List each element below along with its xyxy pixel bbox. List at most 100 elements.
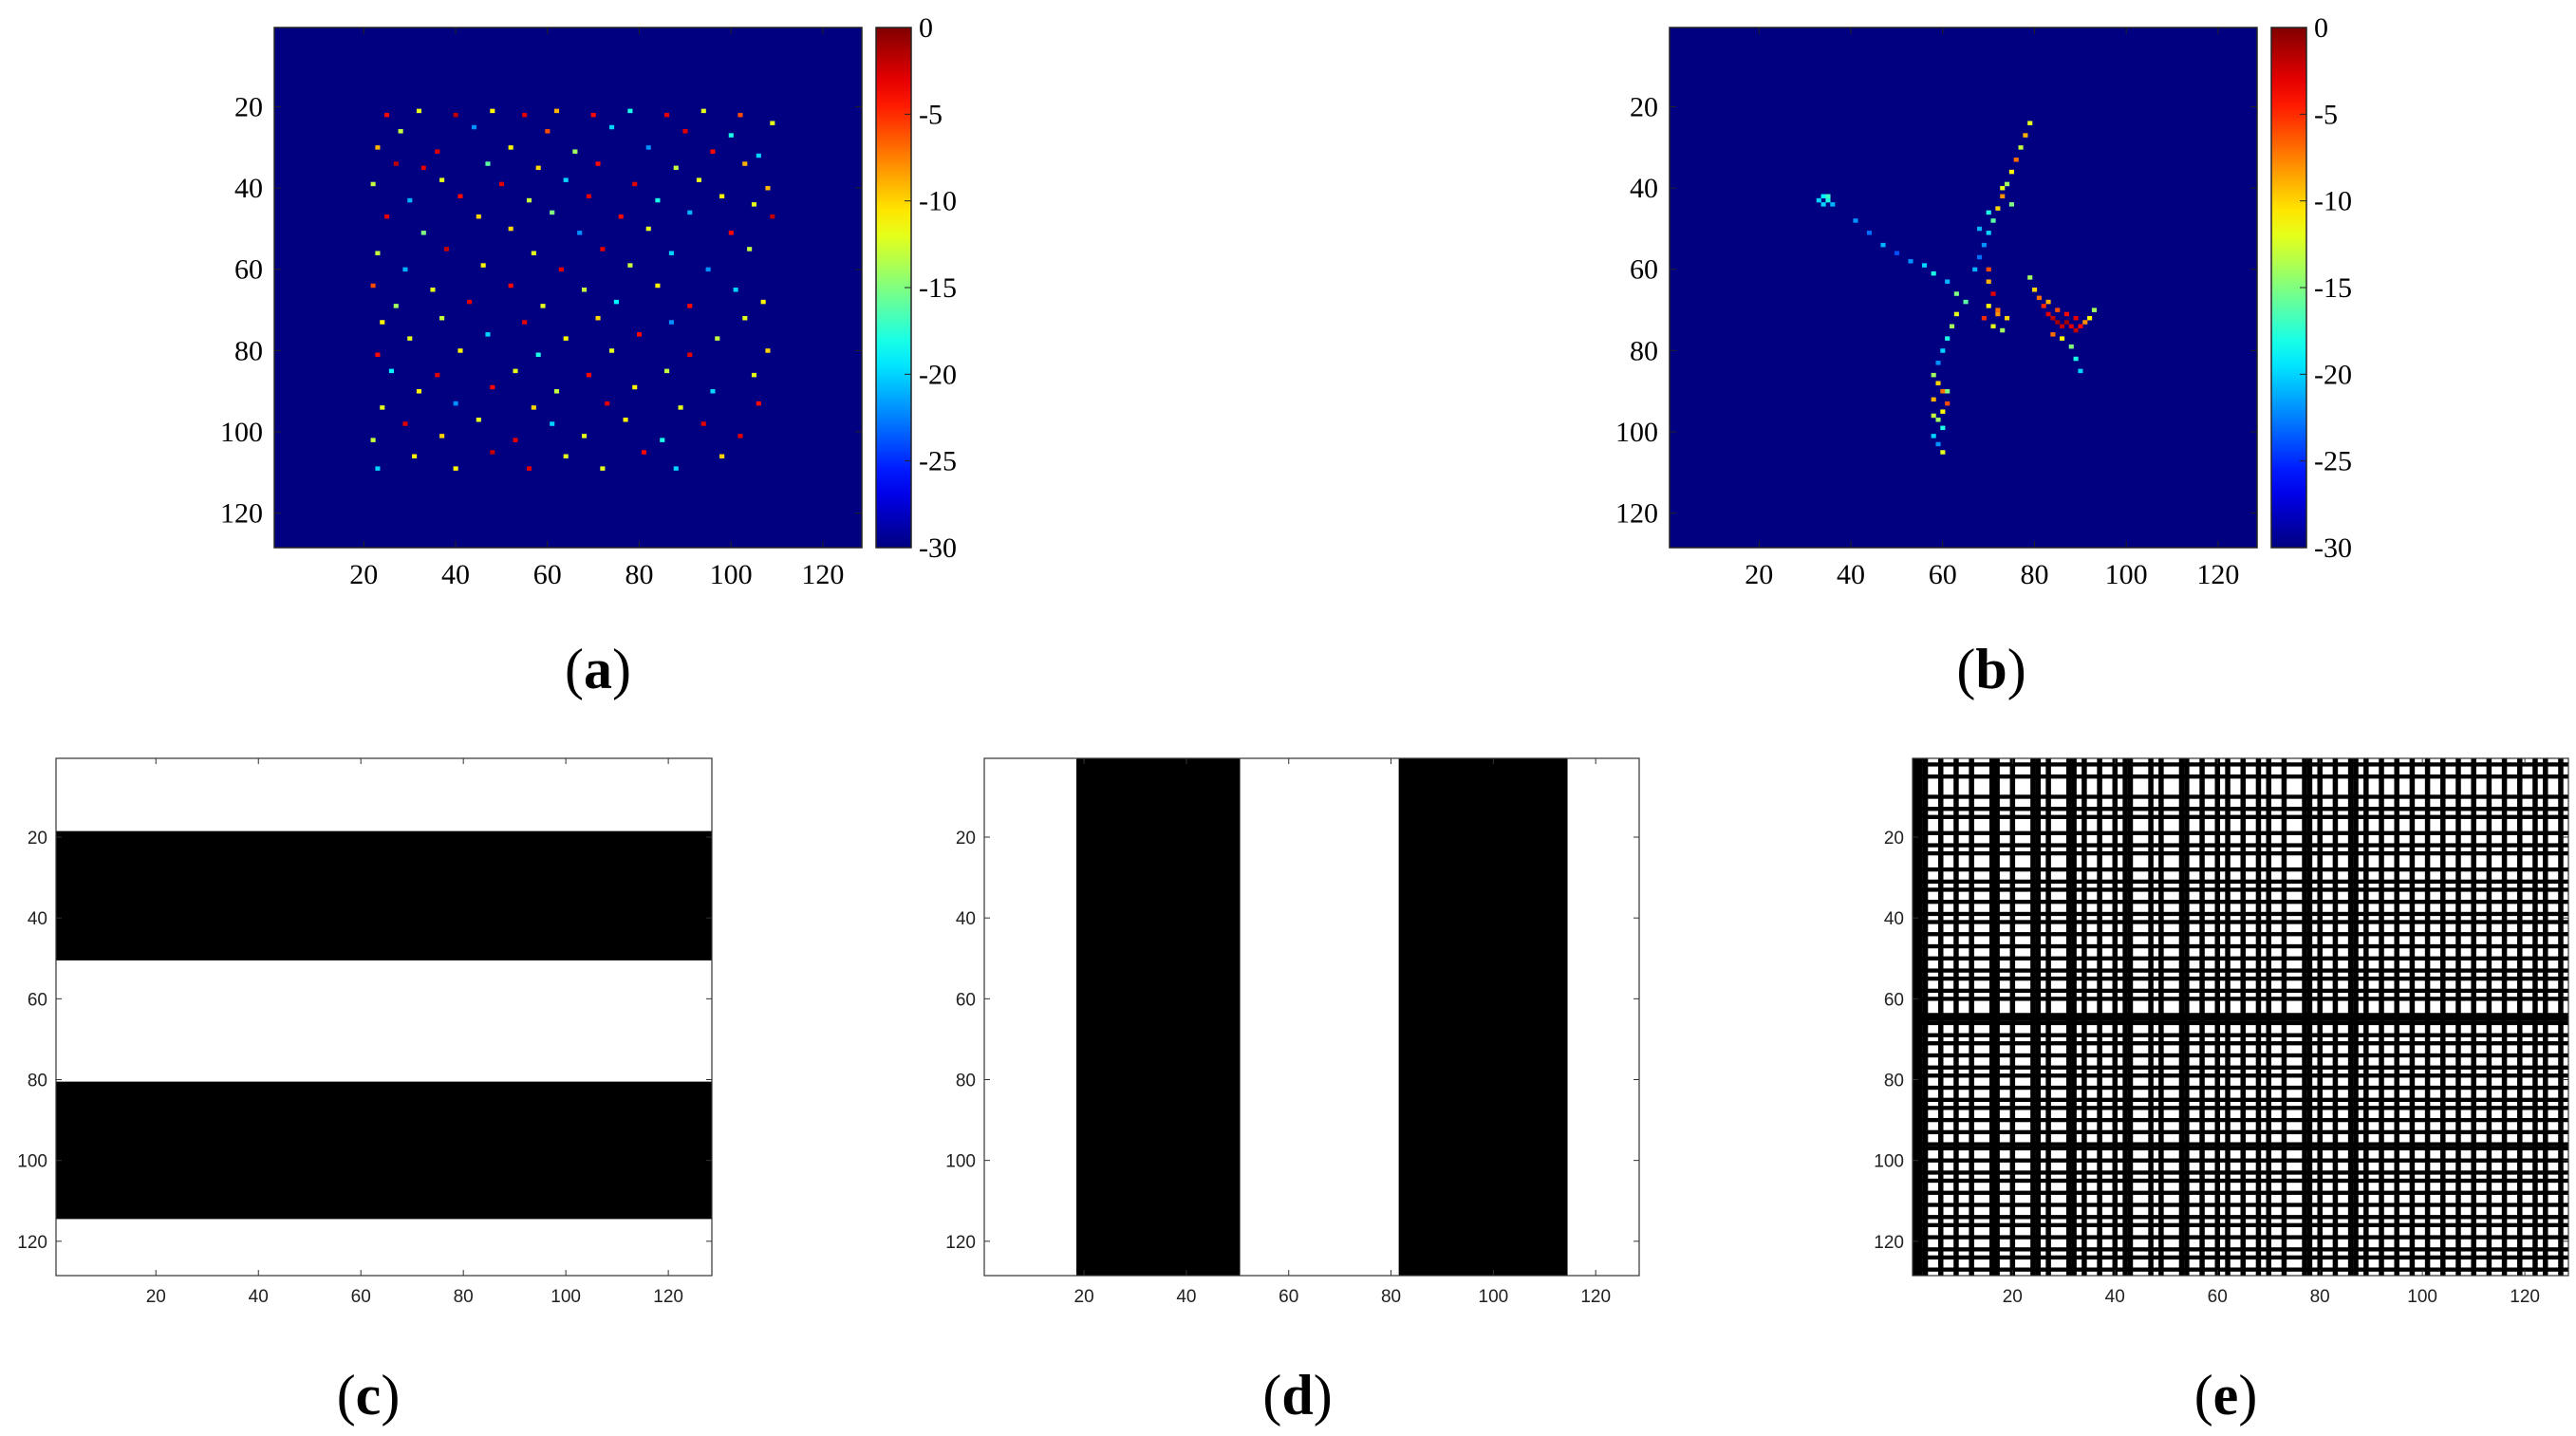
y-tick-label: 80: [1884, 1071, 1904, 1091]
axes-frame: [1669, 27, 2258, 549]
heatmap-pixel: [2000, 185, 2006, 191]
panel-a: 20 40 60 80 100 120 20 40 60 80 100 120 0 -5 -10 -15 -20…: [220, 12, 957, 700]
x-tick-label: 40: [441, 559, 470, 590]
x-tick-label: 80: [1381, 1287, 1401, 1307]
heatmap-pixel: [1935, 381, 1941, 385]
data-marks: [370, 108, 775, 471]
black-col: [2065, 758, 2072, 1276]
heatmap-pixel: [370, 181, 376, 187]
heatmap-pixel: [756, 153, 761, 159]
heatmap-pixel: [751, 372, 757, 378]
heatmap-pixel: [710, 389, 716, 394]
x-tick-label: 60: [1279, 1287, 1298, 1307]
black-col: [2317, 758, 2323, 1276]
heatmap-pixel: [655, 197, 661, 203]
black-col: [1917, 758, 1923, 1276]
heatmap-pixel: [719, 454, 725, 459]
heatmap-pixel: [618, 214, 624, 219]
x-tick-label: 120: [1580, 1287, 1611, 1307]
heatmap-pixel: [664, 368, 670, 374]
heatmap-pixel: [1931, 372, 1936, 378]
heatmap-pixel: [439, 315, 445, 321]
x-tick-label: 120: [2510, 1287, 2540, 1307]
heatmap-pixel: [605, 401, 610, 406]
heatmap-pixel: [2023, 133, 2028, 138]
x-tick-label: 20: [146, 1287, 166, 1307]
black-col: [2281, 758, 2287, 1276]
heatmap-pixel: [2045, 311, 2051, 317]
heatmap-pixel: [2082, 320, 2088, 325]
colorbar-tick-label: -5: [2314, 99, 2338, 130]
heatmap-pixel: [600, 247, 606, 252]
black-col: [2178, 758, 2185, 1276]
heatmap-pixel: [2055, 320, 2061, 325]
heatmap-pixel: [1820, 194, 1826, 199]
heatmap-pixel: [1931, 270, 1936, 276]
black-col: [2486, 758, 2492, 1276]
heatmap-pixel: [1972, 267, 1978, 272]
y-tick-label: 120: [220, 498, 263, 530]
black-col: [2347, 758, 2354, 1276]
heatmap-pixel: [1940, 450, 1946, 455]
heatmap-pixel: [2032, 288, 2038, 292]
heatmap-pixel: [1866, 231, 1873, 235]
heatmap-pixel: [563, 177, 569, 182]
y-tick-label: 100: [1874, 1152, 1904, 1172]
heatmap-pixel: [765, 185, 771, 191]
heatmap-pixel: [623, 418, 628, 422]
heatmap-pixel: [715, 336, 720, 341]
black-col: [1988, 758, 1995, 1276]
y-tick-label: 20: [1884, 829, 1904, 849]
heatmap-pixel: [380, 320, 385, 325]
heatmap-pixel: [687, 210, 693, 215]
heatmap-pixel: [1945, 336, 1951, 341]
heatmap-pixel: [1945, 389, 1951, 394]
heatmap-pixel: [747, 247, 753, 252]
black-col: [2214, 758, 2221, 1276]
black-col: [2030, 758, 2036, 1276]
heatmap-pixel: [1940, 409, 1946, 414]
heatmap-pixel: [2091, 308, 2097, 312]
heatmap-pixel: [398, 129, 403, 134]
heatmap-pixel: [770, 121, 775, 125]
colorbar-tick-label: -15: [919, 272, 957, 304]
heatmap-pixel: [2073, 327, 2079, 333]
black-col: [2455, 758, 2461, 1276]
heatmap-pixel: [370, 283, 376, 289]
heatmap-pixel: [637, 332, 643, 337]
colorbar-tick-label: -15: [2314, 272, 2352, 304]
y-tick-label: 40: [1884, 909, 1904, 929]
heatmap-pixel: [1820, 202, 1826, 207]
heatmap-pixel: [742, 315, 748, 321]
heatmap-pixel: [1935, 441, 1941, 447]
y-tick-label: 80: [28, 1071, 47, 1091]
heatmap-pixel: [586, 194, 591, 199]
heatmap-pixel: [490, 384, 495, 390]
black-col: [2045, 758, 2051, 1276]
x-tick-label: 80: [625, 559, 653, 590]
heatmap-pixel: [1986, 304, 1991, 308]
heatmap-pixel: [453, 401, 458, 406]
heatmap-pixel: [710, 149, 716, 154]
heatmap-pixel: [1931, 413, 1936, 419]
heatmap-pixel: [2018, 145, 2024, 150]
heatmap-pixel: [553, 108, 560, 114]
colorbar-tick-label: -25: [2314, 446, 2352, 477]
heatmap-pixel: [700, 108, 706, 114]
black-col: [2379, 758, 2384, 1276]
black-col: [2071, 758, 2077, 1276]
heatmap-pixel: [705, 267, 711, 272]
x-tick-label: 60: [351, 1287, 371, 1307]
black-col: [2081, 758, 2087, 1276]
heatmap-pixel: [668, 320, 674, 325]
heatmap-pixel: [508, 283, 513, 289]
x-tick-label: 120: [653, 1287, 683, 1307]
black-col: [2158, 758, 2164, 1276]
heatmap-pixel: [582, 288, 588, 292]
data-marks: [1816, 121, 2097, 455]
heatmap-pixel: [2041, 304, 2046, 308]
heatmap-pixel: [375, 145, 381, 150]
heatmap-pixel: [1990, 324, 1996, 329]
heatmap-pixel: [2013, 158, 2019, 162]
